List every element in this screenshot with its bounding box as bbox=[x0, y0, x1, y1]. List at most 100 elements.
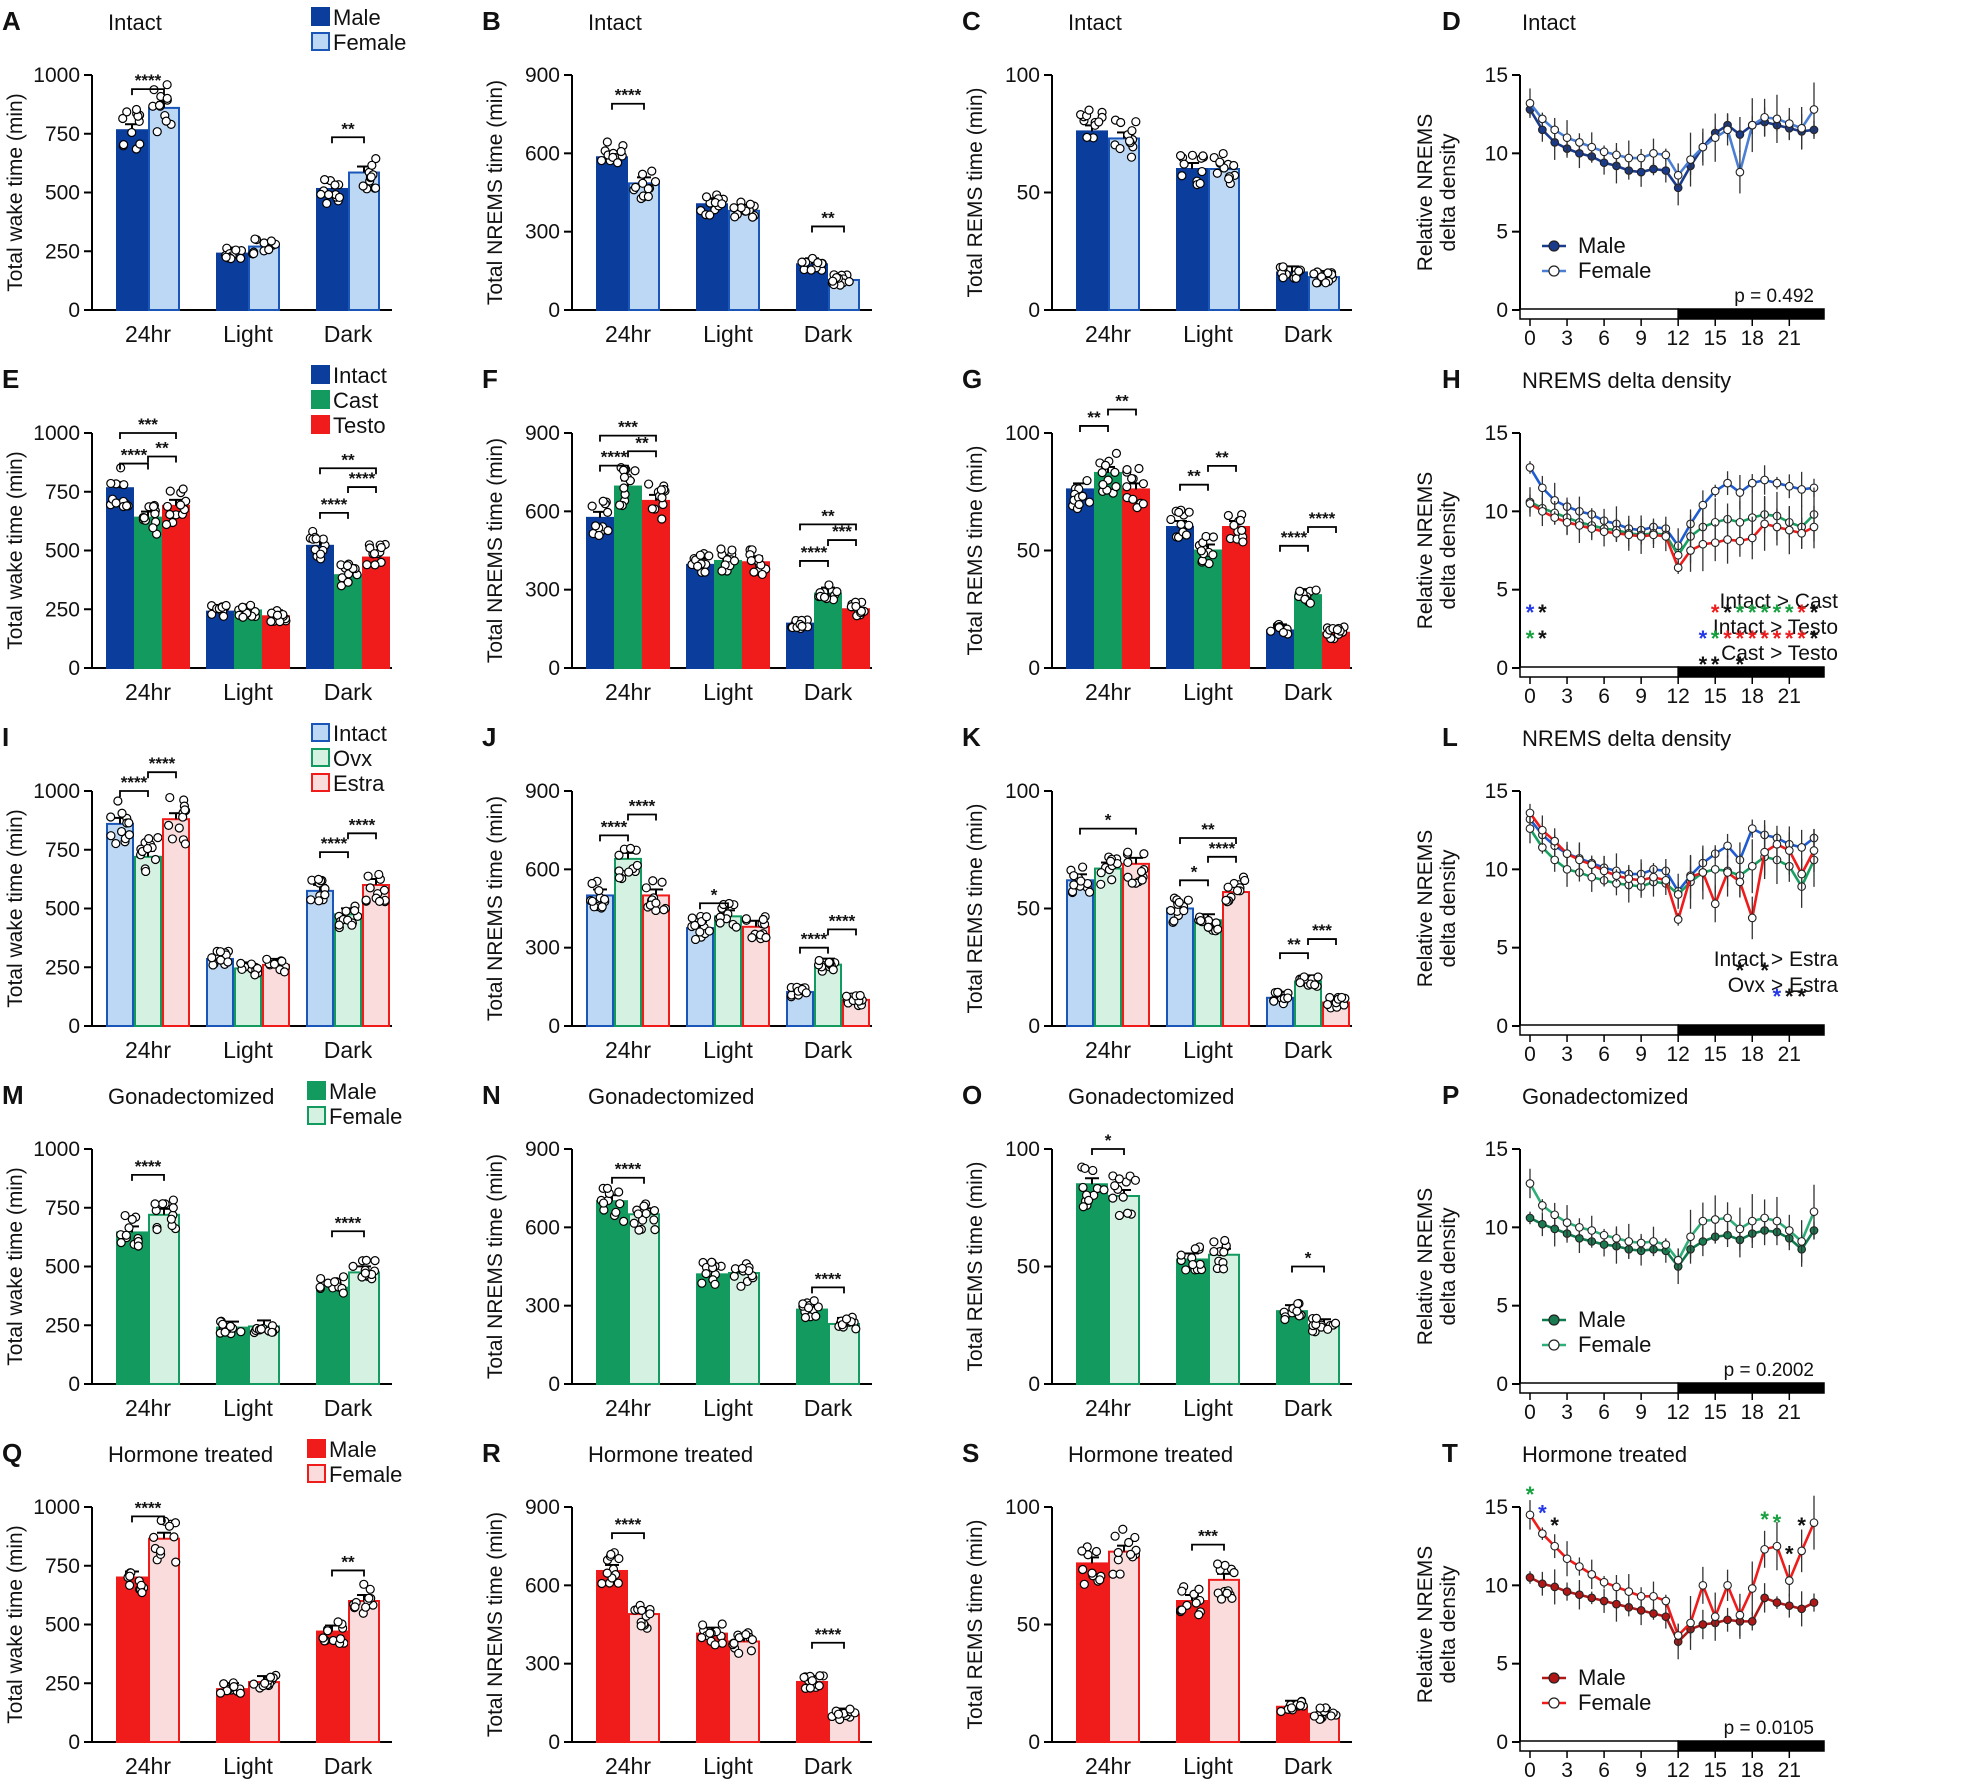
data-point bbox=[1636, 1238, 1646, 1248]
significance-bracket bbox=[799, 560, 829, 567]
data-point bbox=[1136, 866, 1147, 877]
y-tick-label: 250 bbox=[45, 956, 80, 979]
category-label: Light bbox=[1183, 679, 1233, 705]
bar-intact bbox=[686, 927, 714, 1027]
data-point bbox=[1624, 874, 1634, 884]
data-point bbox=[598, 1198, 609, 1208]
data-point bbox=[362, 560, 372, 570]
data-point bbox=[813, 258, 823, 268]
significance-stars: * bbox=[711, 885, 718, 904]
data-point bbox=[127, 127, 137, 138]
data-point bbox=[237, 602, 248, 612]
data-point bbox=[761, 932, 771, 943]
data-point bbox=[1760, 475, 1769, 485]
data-point bbox=[1599, 1596, 1609, 1606]
data-point bbox=[1123, 857, 1133, 868]
data-point bbox=[125, 1571, 135, 1581]
panel-Q: Q Hormone treated 0 250 500 750 1000 Total wake… bbox=[2, 1437, 402, 1779]
data-point bbox=[1575, 1590, 1584, 1600]
data-point bbox=[1218, 1264, 1229, 1274]
x-tick-label: 9 bbox=[1635, 685, 1647, 708]
data-point bbox=[1537, 1201, 1547, 1210]
significance-bracket bbox=[1079, 425, 1109, 432]
panel-H: H NREMS delta density 0 5 10 15 Relative NREMS… bbox=[1414, 364, 1838, 708]
significance-bracket bbox=[319, 851, 349, 859]
bar-estra bbox=[642, 894, 670, 1027]
category-label: Light bbox=[1183, 1395, 1233, 1421]
data-point bbox=[641, 883, 651, 893]
data-point bbox=[1735, 1610, 1745, 1620]
significance-star: * bbox=[1711, 652, 1720, 677]
significance-stars: *** bbox=[1312, 921, 1332, 940]
category-label: Dark bbox=[804, 679, 853, 705]
data-point bbox=[828, 276, 838, 286]
data-point bbox=[717, 1619, 727, 1629]
data-point bbox=[1784, 119, 1794, 128]
data-point bbox=[360, 1268, 370, 1278]
data-point bbox=[1127, 878, 1137, 888]
data-point bbox=[1636, 532, 1646, 541]
data-point bbox=[343, 577, 353, 587]
p-value: p = 0.2002 bbox=[1724, 1360, 1814, 1381]
y-tick-label: 250 bbox=[45, 1314, 80, 1337]
y-tick-label: 300 bbox=[525, 579, 560, 602]
data-point bbox=[161, 519, 172, 530]
annotation-label: Cast > Testo bbox=[1721, 642, 1838, 665]
y-tick-label: 0 bbox=[1496, 657, 1508, 680]
bar-ovx bbox=[134, 855, 162, 1027]
significance-star: * bbox=[1797, 626, 1806, 651]
y-tick-label: 100 bbox=[1005, 780, 1040, 803]
significance-star: * bbox=[1699, 626, 1708, 651]
data-point bbox=[1084, 497, 1095, 507]
data-point bbox=[1294, 266, 1304, 276]
data-point bbox=[1673, 890, 1683, 899]
data-point bbox=[707, 1257, 717, 1267]
significance-bracket bbox=[131, 1173, 165, 1181]
y-tick-label: 600 bbox=[525, 1574, 560, 1597]
data-point bbox=[704, 551, 714, 561]
bar-male bbox=[696, 1273, 728, 1385]
bar-cast bbox=[1294, 594, 1322, 669]
data-point bbox=[641, 1208, 651, 1219]
data-point bbox=[603, 507, 613, 517]
data-point bbox=[1194, 1610, 1204, 1620]
significance-bracket bbox=[611, 102, 645, 110]
data-point bbox=[218, 611, 229, 621]
y-tick-label: 5 bbox=[1496, 1295, 1508, 1318]
data-point bbox=[1169, 916, 1179, 926]
data-point bbox=[1636, 153, 1646, 163]
bar-testo bbox=[362, 556, 390, 669]
data-point bbox=[1220, 1560, 1230, 1571]
data-point bbox=[1723, 535, 1732, 544]
data-point bbox=[730, 212, 740, 222]
significance-star: * bbox=[1736, 652, 1745, 677]
bar-male bbox=[1176, 1600, 1208, 1743]
data-point bbox=[1562, 1587, 1572, 1596]
significance-bracket bbox=[799, 946, 829, 954]
significance-star: * bbox=[1526, 626, 1535, 651]
data-point bbox=[1723, 125, 1732, 135]
significance-star: * bbox=[1526, 1482, 1535, 1507]
legend-label: Female bbox=[1578, 1690, 1651, 1715]
data-point bbox=[695, 927, 705, 937]
data-point bbox=[1313, 972, 1323, 982]
significance-stars: **** bbox=[121, 773, 148, 792]
bar-female bbox=[628, 1613, 660, 1743]
data-point bbox=[657, 493, 667, 503]
data-point bbox=[165, 509, 175, 520]
data-point bbox=[207, 953, 217, 963]
data-point bbox=[1772, 1598, 1782, 1607]
data-point bbox=[1191, 1598, 1201, 1608]
panel-label-F: F bbox=[482, 364, 498, 394]
y-tick-label: 1000 bbox=[33, 64, 80, 87]
data-point bbox=[338, 1272, 349, 1282]
data-point bbox=[1575, 138, 1584, 147]
data-point bbox=[1772, 839, 1782, 849]
bar-female bbox=[728, 1640, 760, 1744]
significance-bracket bbox=[331, 1569, 365, 1577]
bar-male bbox=[1176, 1258, 1208, 1385]
y-tick-label: 10 bbox=[1485, 142, 1508, 165]
data-point bbox=[1190, 1244, 1200, 1254]
data-point bbox=[729, 1271, 739, 1281]
data-point bbox=[322, 198, 332, 209]
